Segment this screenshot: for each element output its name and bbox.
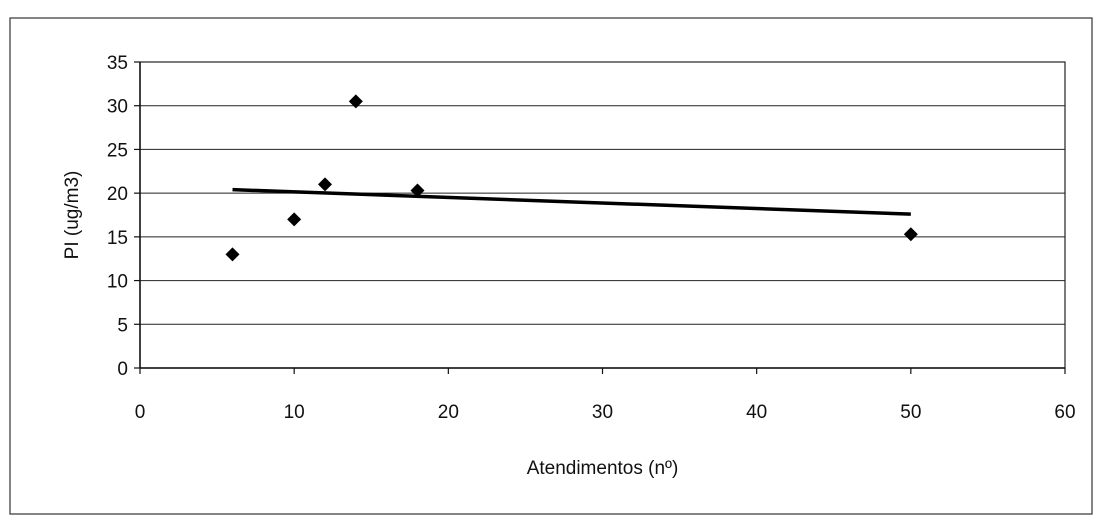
x-tick-label: 60 [1054,402,1075,423]
x-tick-label: 40 [746,402,767,423]
trendline-group [232,187,911,216]
data-point-diamond [287,212,302,227]
y-tick-label: 25 [107,140,128,161]
data-point-diamond [903,227,918,242]
y-tick-label: 20 [107,184,128,205]
data-point-diamond [318,177,332,192]
x-tick-labels: 0 10 20 30 40 50 60 [135,402,1076,423]
data-point-diamond [410,183,425,198]
x-tick-label: 10 [284,402,305,423]
y-tick-label: 5 [117,315,128,336]
y-tick-labels: 0 5 10 15 20 25 30 35 [107,53,128,380]
data-point-diamond [225,247,240,262]
x-axis-title: Atendimentos (nº) [527,458,679,479]
y-tick-label: 10 [107,272,128,293]
data-point-diamond [348,94,363,109]
y-tick-label: 15 [107,228,128,249]
grid-lines [134,61,1066,374]
plot-area [139,61,1066,369]
y-tick-label: 0 [117,359,128,380]
y-tick-label: 35 [107,53,128,74]
axes [139,62,1065,369]
x-tick-label: 0 [135,402,146,423]
data-points [225,94,918,262]
x-tick-label: 30 [592,402,613,423]
chart-border [9,17,1093,515]
x-tick-label: 50 [900,402,921,423]
x-tick-label: 20 [438,402,459,423]
y-tick-label: 30 [107,97,128,118]
trendline [232,187,911,216]
y-axis-title: PI (ug/m3) [62,171,83,260]
